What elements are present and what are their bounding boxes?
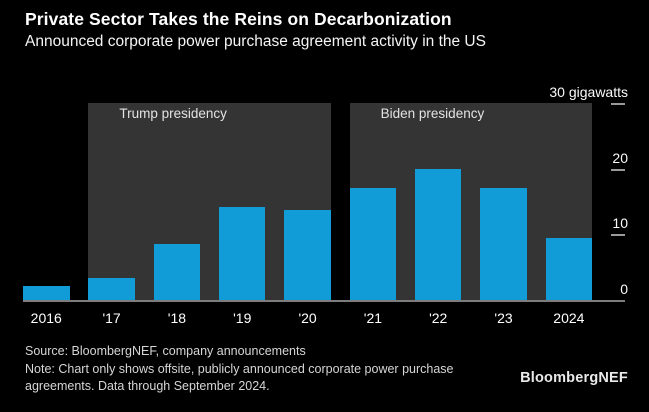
x-label-2024: 2024 xyxy=(553,310,585,326)
bar-23 xyxy=(480,187,527,300)
x-label-17: '17 xyxy=(102,310,121,326)
y-tick-label-20: 20 xyxy=(612,149,628,166)
y-tick-label-30: 30 gigawatts xyxy=(549,84,628,100)
x-label-23: '23 xyxy=(494,310,513,326)
brand-logo: BloombergNEF xyxy=(520,370,628,386)
bar-19 xyxy=(218,207,266,300)
bar-17 xyxy=(88,277,135,300)
bar-22 xyxy=(414,168,462,300)
y-tick-dash-30 xyxy=(611,103,625,105)
bar-21 xyxy=(349,188,397,300)
bar-18 xyxy=(153,244,201,300)
y-tick-label-10: 10 xyxy=(612,215,628,232)
x-label-20: '20 xyxy=(298,310,317,326)
bar-2016 xyxy=(23,286,70,300)
chart-title: Private Sector Takes the Reins on Decarb… xyxy=(25,9,452,29)
footer-notes: Source: BloombergNEF, company announceme… xyxy=(25,343,454,396)
note-line-1: Note: Chart only shows offsite, publicly… xyxy=(25,361,454,376)
x-axis-baseline xyxy=(23,300,625,302)
chart-subtitle: Announced corporate power purchase agree… xyxy=(25,33,486,50)
x-label-22: '22 xyxy=(429,310,448,326)
note-line-2: agreements. Data through September 2024. xyxy=(25,379,270,393)
y-tick-label-0: 0 xyxy=(620,281,628,297)
bar-20 xyxy=(284,210,331,300)
y-tick-dash-20 xyxy=(611,168,625,171)
band-label-trumppresidency: Trump presidency xyxy=(119,106,227,121)
x-label-2016: 2016 xyxy=(30,310,62,326)
bar-2024 xyxy=(545,237,593,300)
y-tick-dash-10 xyxy=(611,234,625,237)
source-line: Source: BloombergNEF, company announceme… xyxy=(25,344,306,358)
x-label-21: '21 xyxy=(363,310,383,326)
band-label-bidenpresidency: Biden presidency xyxy=(380,106,485,121)
x-label-18: '18 xyxy=(167,310,187,326)
x-label-19: '19 xyxy=(233,310,252,326)
